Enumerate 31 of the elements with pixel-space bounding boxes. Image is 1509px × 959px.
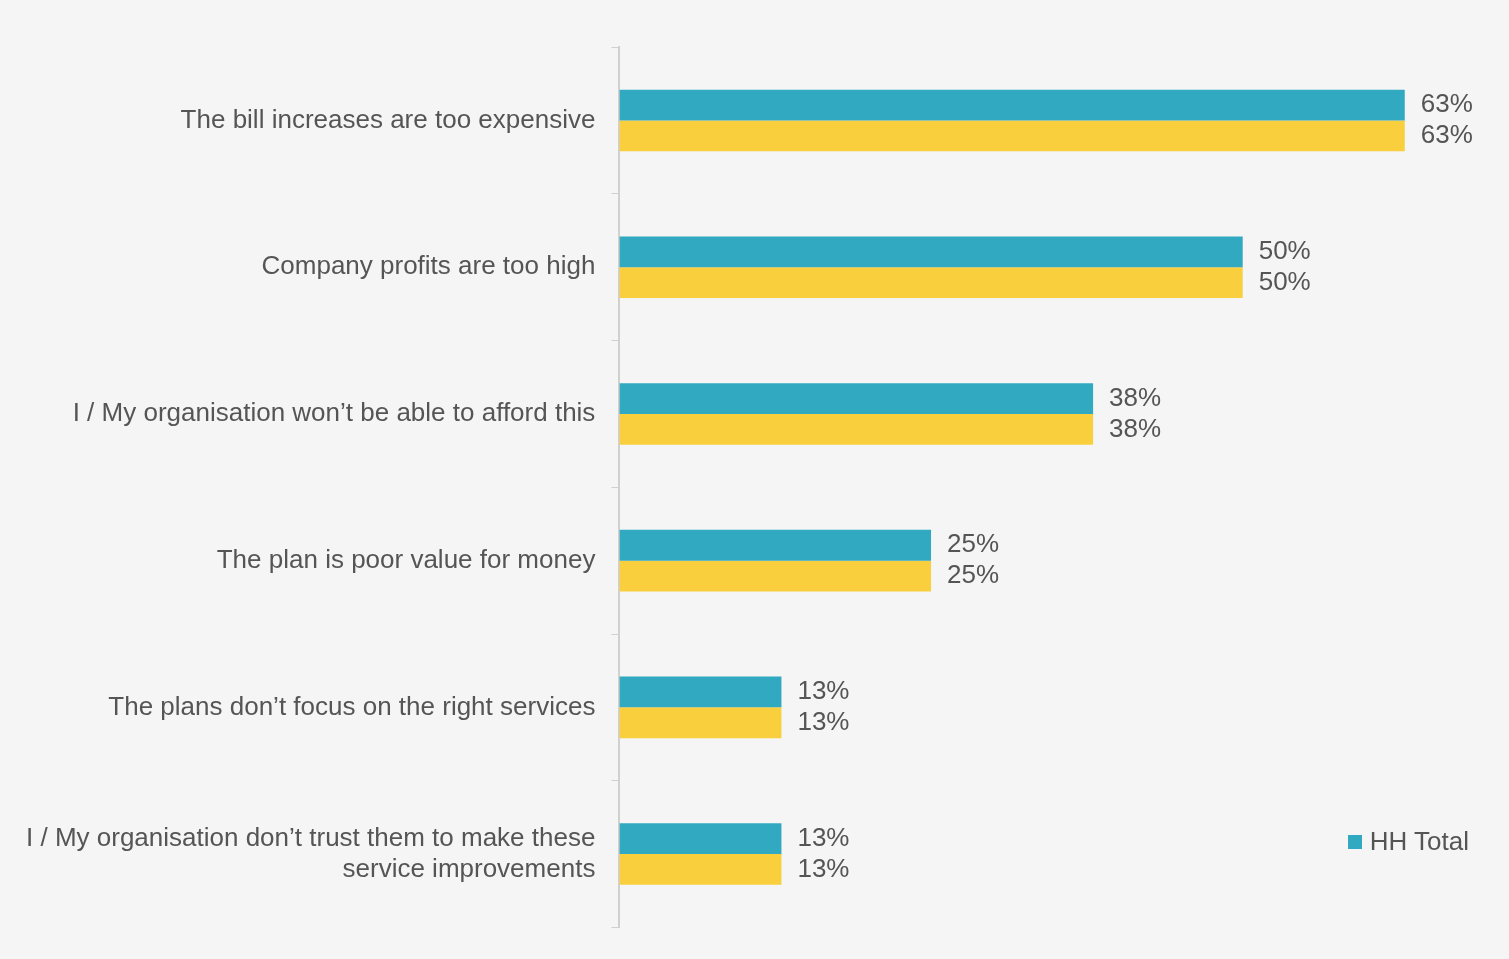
y-tick-label: The plans don’t focus on the right services bbox=[108, 690, 596, 721]
bar bbox=[619, 89, 1405, 121]
bar bbox=[619, 707, 782, 739]
bar bbox=[619, 676, 782, 708]
bar bbox=[619, 267, 1243, 299]
bar bbox=[619, 529, 932, 561]
y-tick-label: I / My organisation don’t trust them to make these service improvements bbox=[25, 821, 596, 883]
y-tick-label: Company profits are too high bbox=[261, 250, 596, 281]
data-label: 13% bbox=[797, 675, 850, 706]
y-tick-label: The plan is poor value for money bbox=[216, 543, 596, 574]
data-label: 13% bbox=[797, 821, 850, 852]
y-tick-label: The bill increases are too expensive bbox=[180, 103, 596, 134]
data-label: 50% bbox=[1258, 265, 1311, 296]
data-label: 13% bbox=[797, 705, 850, 736]
data-label: 25% bbox=[947, 528, 1000, 559]
bar bbox=[619, 854, 782, 885]
data-label: 50% bbox=[1258, 235, 1311, 266]
bar bbox=[619, 413, 1094, 445]
data-label: 63% bbox=[1420, 119, 1473, 150]
bar bbox=[619, 120, 1405, 152]
data-label: 63% bbox=[1420, 88, 1473, 119]
bar bbox=[619, 823, 782, 855]
bar bbox=[619, 383, 1094, 414]
y-tick-label: I / My organisation won’t be able to afford this bbox=[72, 397, 596, 428]
data-label: 13% bbox=[797, 852, 850, 883]
data-label: 38% bbox=[1109, 381, 1162, 412]
legend-label: HH Total bbox=[1369, 826, 1469, 857]
bar bbox=[619, 236, 1243, 268]
data-label: 38% bbox=[1109, 412, 1162, 443]
bar bbox=[619, 560, 932, 592]
data-label: 25% bbox=[947, 559, 1000, 590]
